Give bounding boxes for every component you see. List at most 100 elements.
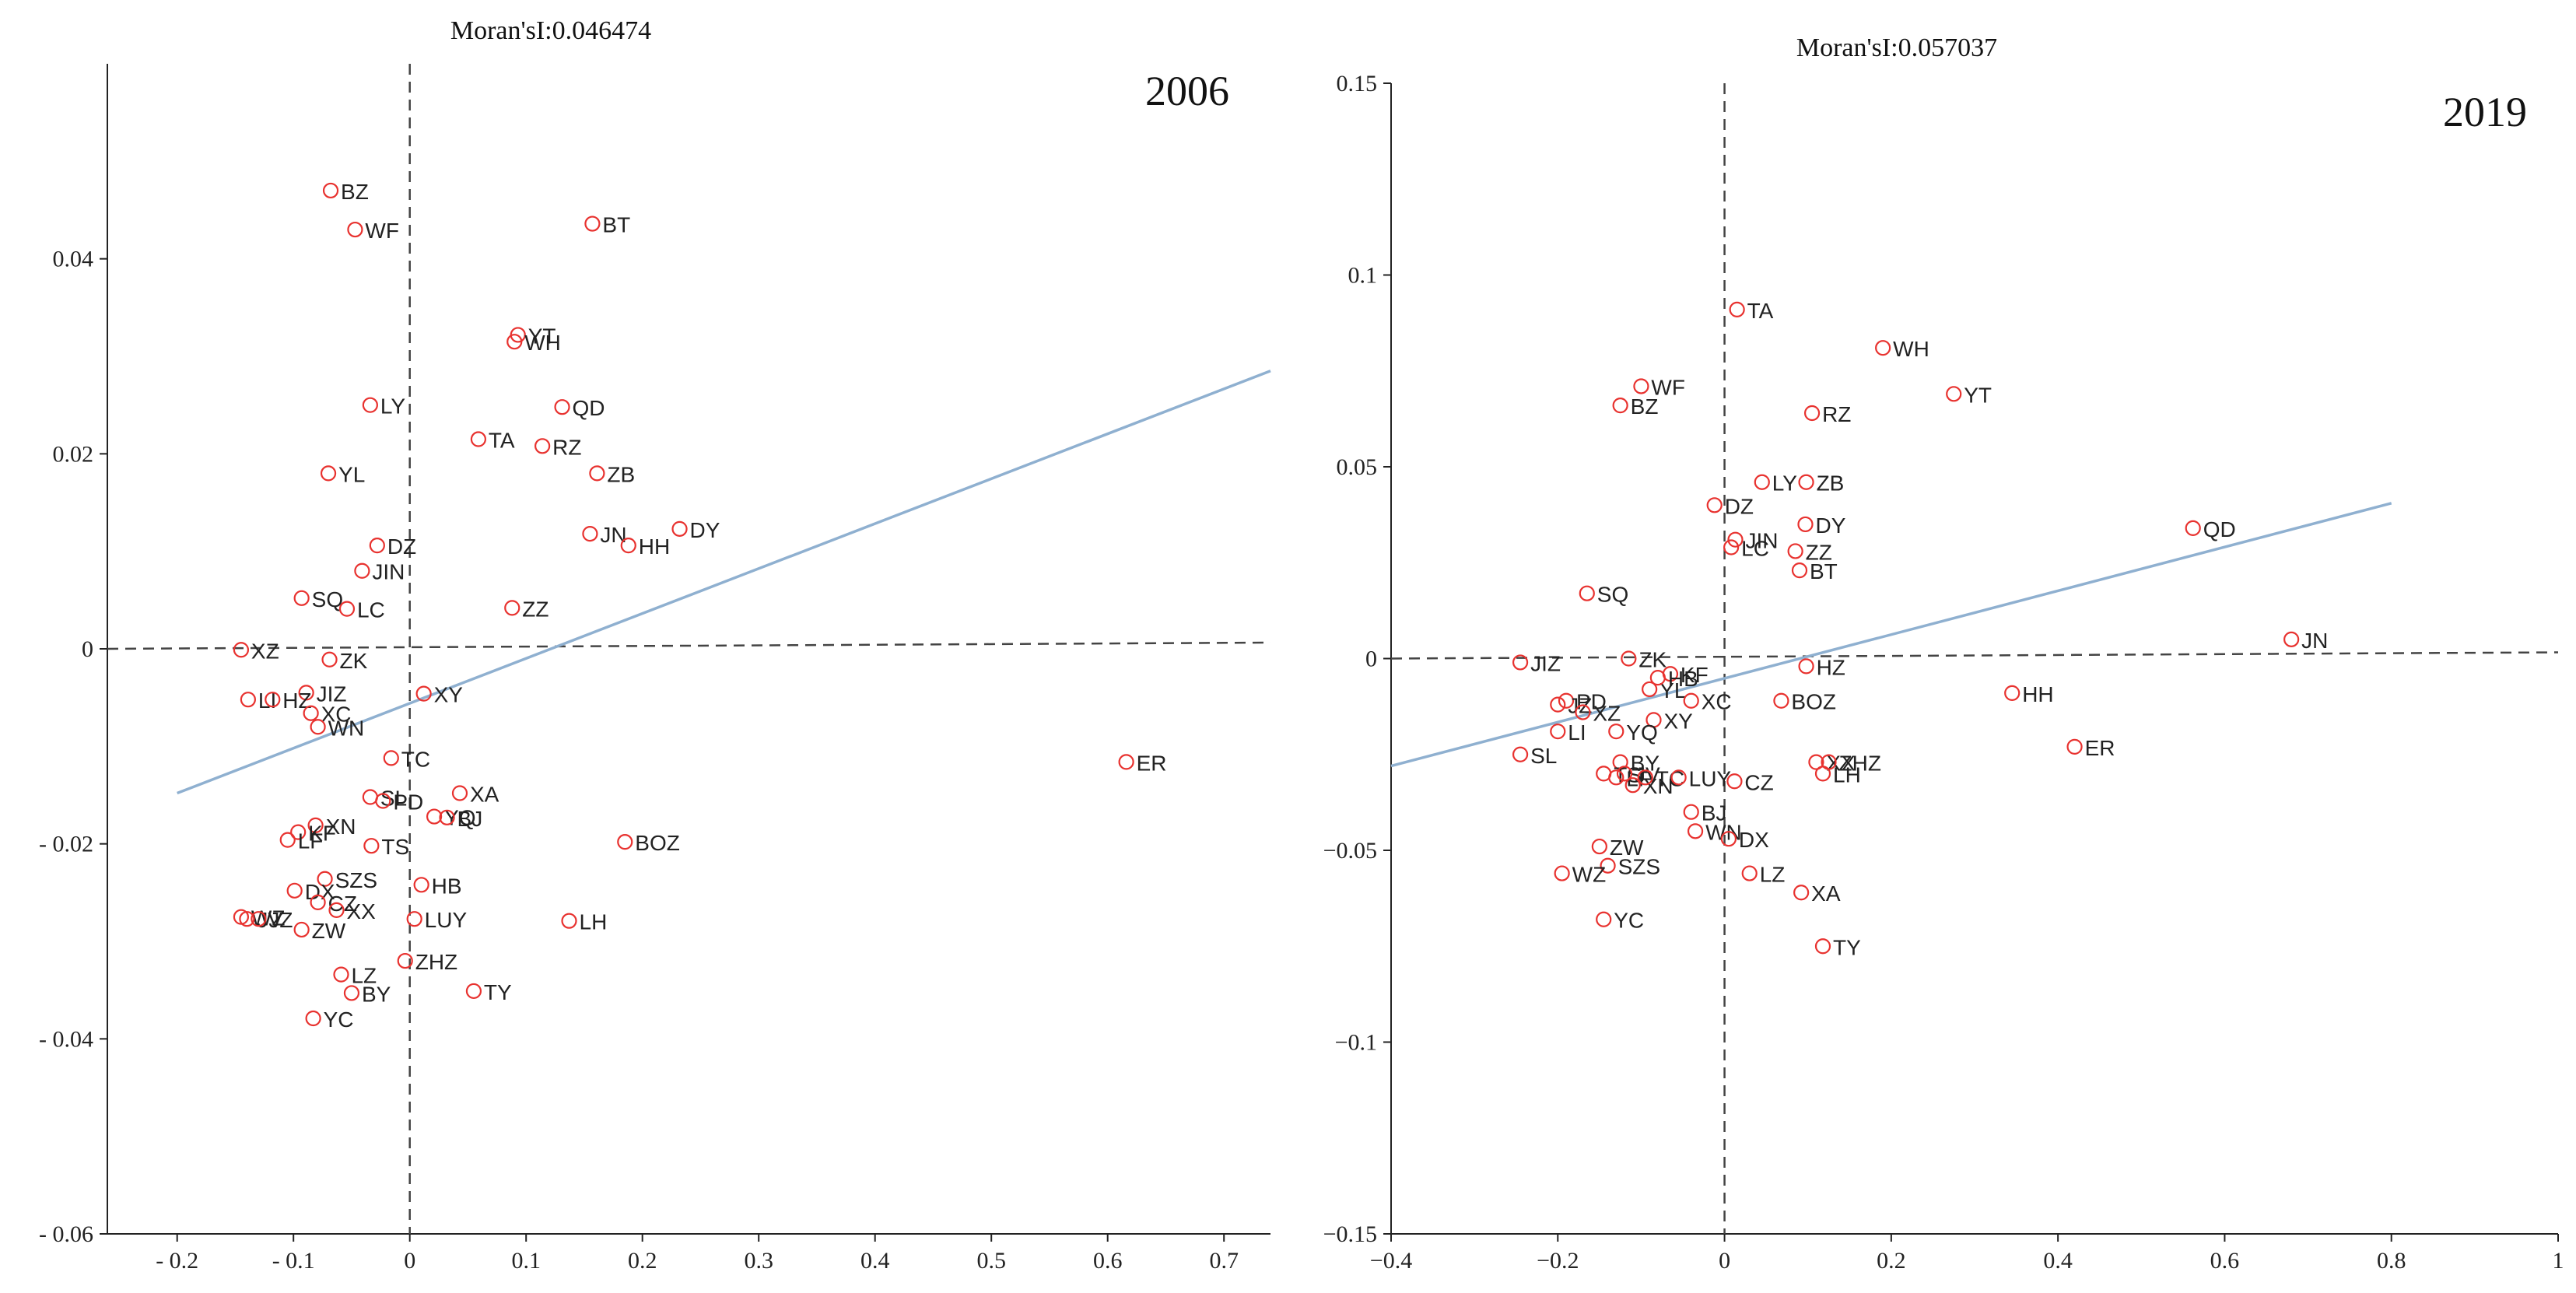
data-point-xy [415, 685, 432, 702]
data-point-hb [1649, 670, 1666, 686]
point-label-xc: XC [1702, 690, 1732, 714]
data-point-jin [354, 562, 370, 579]
point-label-tc: TC [401, 747, 430, 771]
data-point-szs [317, 871, 333, 887]
point-label-hb: HB [1668, 667, 1698, 691]
data-point-wh [1875, 340, 1891, 356]
year-label: 2019 [2443, 89, 2527, 135]
y-tick-label: - 0.02 [39, 832, 93, 857]
data-point-dx [286, 882, 303, 899]
point-label-hz: HZ [1817, 655, 1845, 679]
point-label-zhz: ZHZ [415, 950, 457, 974]
point-label-hh: HH [2022, 682, 2053, 706]
y-tick-label: −0.1 [1335, 1030, 1377, 1056]
x-tick-label: 0.3 [744, 1248, 773, 1274]
data-point-er [1118, 754, 1134, 770]
data-point-xn [307, 817, 324, 833]
x-tick-label: 0.8 [2377, 1248, 2406, 1274]
data-point-ta [1729, 301, 1745, 317]
data-point-ly [362, 397, 378, 413]
x-tick-label: 0.2 [1877, 1248, 1906, 1274]
data-point-szs [1600, 857, 1616, 874]
point-label-ty: TY [1833, 935, 1861, 959]
y-tick-label: 0 [1365, 646, 1377, 672]
data-point-luy [406, 911, 422, 927]
data-point-ly [1754, 474, 1770, 490]
point-label-wn: WN [1705, 820, 1742, 844]
point-label-bj: BJ [1702, 801, 1727, 825]
data-point-tc [1637, 769, 1653, 786]
data-point-zw [293, 921, 310, 938]
data-point-wf [347, 221, 363, 238]
data-point-pd [1558, 692, 1575, 709]
data-point-by [1612, 754, 1628, 770]
point-label-bj: BJ [457, 807, 483, 831]
x-tick-label: - 0.2 [156, 1248, 198, 1274]
data-point-cz [310, 894, 326, 910]
point-label-zw: ZW [312, 919, 346, 943]
scatter-panel-2019: Moran'sI:0.057037 2019 −0.4 −0.2 0 0.2 0.4 0.… [1323, 33, 2564, 1274]
data-point-yt [1946, 386, 1962, 402]
point-label-xx: XX [347, 899, 377, 923]
data-point-ty [465, 983, 482, 1000]
data-point-boz [617, 834, 633, 850]
point-label-rz: RZ [1822, 402, 1851, 426]
x-tick-label: 0.1 [511, 1248, 541, 1274]
x-tick-label: 0.4 [2043, 1248, 2073, 1274]
data-point-xa [1793, 885, 1810, 901]
data-point-rz [534, 438, 551, 454]
point-label-xy: XY [1664, 709, 1694, 733]
point-label-hh: HH [639, 534, 670, 559]
data-point-jz [1550, 696, 1566, 713]
point-label-sl: SL [1530, 744, 1557, 768]
year-label: 2006 [1145, 68, 1229, 114]
point-label-zz: ZZ [1806, 540, 1832, 564]
point-label-dy: DY [690, 518, 720, 542]
point-label-zw: ZW [1610, 836, 1644, 860]
data-point-xx [328, 902, 345, 918]
point-label-jiz: JIZ [317, 682, 347, 706]
x-tick-label: 0.6 [2210, 1248, 2240, 1274]
y-tick-label: 0.1 [1348, 263, 1378, 289]
data-point-zb [1798, 474, 1814, 490]
point-label-lf: LF [298, 829, 324, 853]
point-label-dy: DY [1816, 513, 1846, 538]
point-label-bz: BZ [341, 180, 369, 204]
x-tick-label: 0.6 [1093, 1248, 1123, 1274]
data-point-bt [1791, 562, 1808, 579]
data-point-qd [2185, 520, 2201, 536]
point-label-sq: SQ [312, 587, 343, 611]
point-label-xz: XZ [1593, 702, 1621, 726]
data-point-jiz [1512, 654, 1529, 671]
data-point-dy [1797, 516, 1814, 533]
point-label-jin: JIN [372, 560, 405, 584]
data-point-lz [333, 966, 349, 983]
point-label-szs: SZS [335, 868, 377, 892]
point-label-ta: TA [1747, 299, 1774, 323]
point-label-zk: ZK [340, 649, 368, 673]
point-label-jn: JN [600, 523, 626, 547]
data-point-jv [1616, 766, 1633, 782]
point-label-lc: LC [357, 598, 385, 622]
point-label-wf: WF [365, 219, 399, 243]
data-point-lc [1723, 539, 1740, 555]
point-label-yc: YC [324, 1007, 354, 1032]
data-point-hb [413, 877, 429, 893]
data-point-lf [279, 832, 296, 848]
point-label-dz: DZ [1725, 494, 1754, 518]
data-point-lh [561, 913, 577, 929]
data-point-jn [2283, 631, 2300, 647]
point-label-lh: LH [580, 910, 608, 934]
data-point-hh [2004, 685, 2020, 701]
point-label-szs: SZS [1618, 855, 1660, 879]
point-label-xa: XA [470, 782, 499, 806]
x-tick-label: 0 [1719, 1248, 1730, 1274]
data-point-xa [451, 785, 468, 801]
point-label-wn: WN [328, 716, 365, 740]
point-label-luy: LUY [1689, 766, 1732, 790]
point-label-by: BY [362, 982, 391, 1006]
data-point-li [1550, 724, 1566, 740]
point-label-hz: HZ [282, 689, 311, 713]
zero-horizontal-line [1390, 651, 2559, 660]
regression-line [1390, 502, 2392, 768]
